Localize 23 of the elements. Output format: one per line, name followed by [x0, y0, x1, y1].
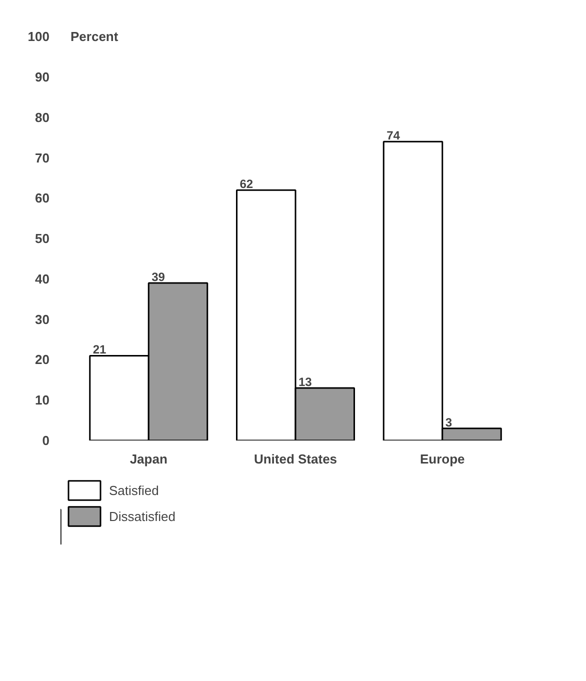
y-tick-label: 10 [35, 392, 50, 408]
data-label: 62 [240, 177, 254, 192]
legend-label: Satisfied [109, 482, 159, 498]
y-axis-title: Percent [70, 29, 119, 44]
y-tick-label: 0 [42, 433, 50, 448]
y-tick-label: 40 [35, 271, 50, 286]
data-label: 3 [445, 415, 452, 430]
y-tick-label: 80 [35, 110, 50, 125]
x-tick-label: Japan [130, 452, 168, 466]
data-label: 13 [298, 375, 312, 389]
x-tick-label: Europe [420, 452, 465, 466]
y-tick-label: 70 [35, 150, 50, 166]
y-tick-label: 30 [35, 312, 50, 327]
x-tick-label: United States [254, 452, 338, 466]
y-tick-label: 90 [35, 70, 50, 85]
y-tick-label: 100 [28, 29, 50, 44]
data-label: 39 [152, 270, 166, 284]
data-label: 21 [92, 342, 107, 357]
data-label: 74 [386, 128, 400, 143]
y-tick-label: 50 [35, 231, 50, 246]
legend-label: Dissatisfied [109, 508, 176, 524]
y-tick-label: 60 [35, 190, 50, 206]
y-tick-label: 20 [35, 352, 50, 368]
